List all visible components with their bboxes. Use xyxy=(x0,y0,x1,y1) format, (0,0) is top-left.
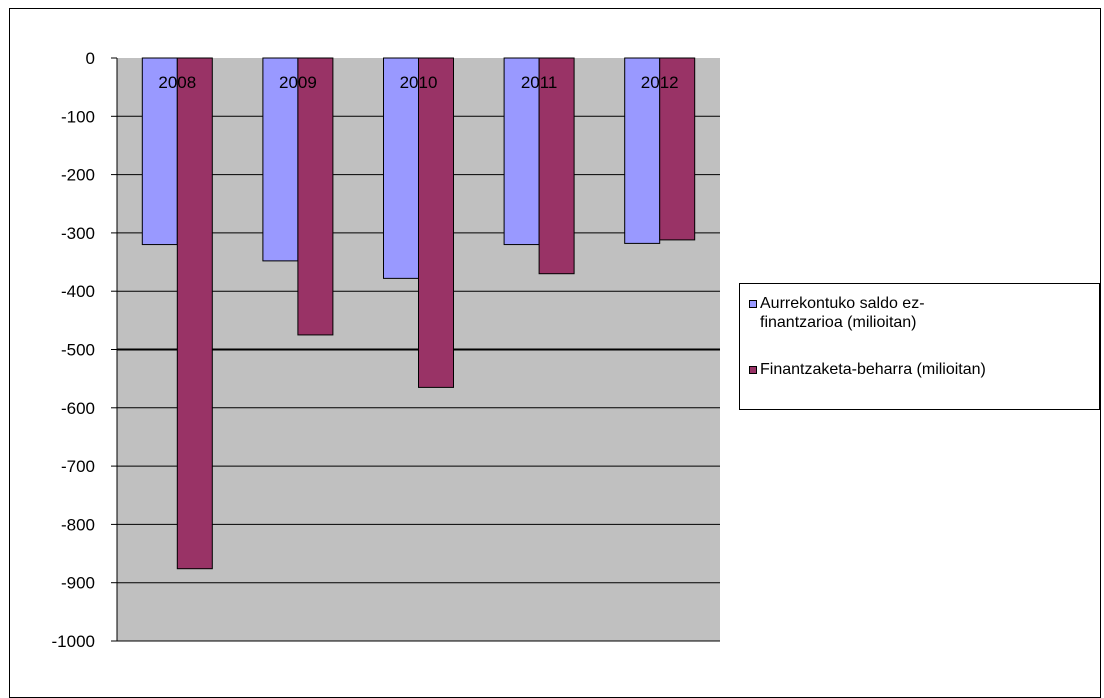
x-category-label: 2008 xyxy=(158,73,196,92)
legend-item-series-2: Finantzaketa-beharra (milioitan) xyxy=(749,360,986,379)
x-category-label: 2010 xyxy=(400,73,438,92)
y-tick-label: -300 xyxy=(61,224,95,243)
y-tick-label: -500 xyxy=(61,341,95,360)
y-tick-label: -700 xyxy=(61,457,95,476)
legend-label-line: Finantzaketa-beharra (milioitan) xyxy=(760,361,986,378)
legend-swatch-series-2 xyxy=(749,366,757,374)
y-tick-label: -600 xyxy=(61,399,95,418)
y-tick-label: -100 xyxy=(61,107,95,126)
legend-swatch-series-1 xyxy=(749,300,757,308)
bar-chart: 0 -100 -200 -300 -400 -500 -600 -700 -800 -900 -10… xyxy=(52,49,720,651)
bar-2008-series-1 xyxy=(141,57,178,246)
y-tick-label: -900 xyxy=(61,574,95,593)
y-tick-label: -200 xyxy=(61,166,95,185)
y-tick-label: -400 xyxy=(61,282,95,301)
y-tick-label: 0 xyxy=(86,49,95,68)
legend-label-line: finantzarioa (milioitan) xyxy=(760,314,917,331)
bar-2010-series-1 xyxy=(383,57,419,279)
legend-item-series-1: Aurrekontuko saldo ez- finantzarioa (mil… xyxy=(749,294,925,332)
x-category-label: 2009 xyxy=(279,73,317,92)
bar-2010-series-2 xyxy=(418,57,454,388)
legend: Aurrekontuko saldo ez- finantzarioa (mil… xyxy=(739,283,1100,410)
bar-2012-series-2 xyxy=(659,57,696,241)
y-tick-label: -1000 xyxy=(52,632,95,651)
bar-2009-series-1 xyxy=(262,57,299,262)
bar-2011-series-1 xyxy=(503,57,540,246)
x-category-label: 2011 xyxy=(521,73,558,92)
legend-label-line: Aurrekontuko saldo ez- xyxy=(760,295,925,312)
bar-2009-series-2 xyxy=(297,57,334,336)
bar-2008-series-2 xyxy=(176,57,213,570)
y-tick-label: -800 xyxy=(61,515,95,534)
bar-2011-series-2 xyxy=(538,57,575,275)
bar-2012-series-1 xyxy=(624,57,661,244)
x-category-label: 2012 xyxy=(641,73,679,92)
